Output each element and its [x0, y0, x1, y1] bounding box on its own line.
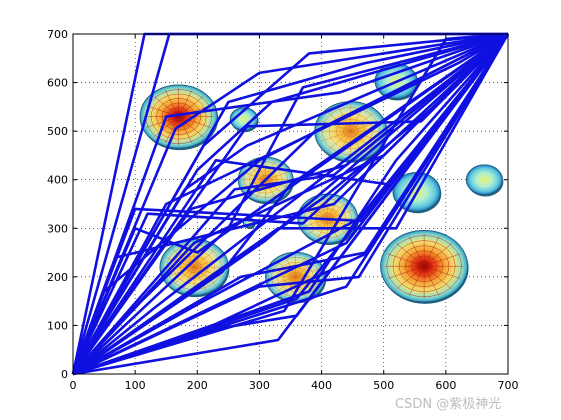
mesh-spoke — [165, 90, 179, 117]
y-tick-label: 100 — [47, 319, 68, 332]
mesh-spoke — [350, 112, 374, 132]
mesh-spoke — [295, 256, 306, 277]
x-tick-label: 500 — [373, 379, 394, 392]
x-tick-label: 100 — [125, 379, 146, 392]
mesh-spoke — [308, 218, 328, 235]
mesh-spoke — [423, 265, 452, 290]
mesh-spoke — [193, 267, 207, 291]
mesh-spoke — [265, 179, 284, 195]
path-line — [71, 32, 509, 375]
mesh-spoke — [242, 179, 266, 188]
axis-ticks: 0 100 200 300 400 500 600 700 0 100 200 300 400 500 60… — [47, 28, 519, 392]
path-line — [72, 33, 509, 376]
mesh-spoke — [194, 249, 217, 268]
mesh-spoke — [320, 130, 351, 142]
path-line — [71, 32, 509, 375]
obstacle — [380, 230, 469, 304]
mesh-spoke — [178, 116, 211, 128]
y-tick-label: 300 — [47, 222, 68, 235]
y-tick-label: 700 — [47, 28, 68, 41]
path-line — [71, 32, 509, 375]
x-tick-label: 200 — [187, 379, 208, 392]
mesh-spoke — [284, 276, 296, 298]
mesh-spoke — [423, 266, 440, 296]
mesh-spoke — [178, 90, 193, 117]
mesh-spoke — [396, 265, 425, 290]
x-tick-label: 600 — [435, 379, 456, 392]
plot-frame — [72, 33, 509, 375]
mesh-spoke — [146, 116, 179, 128]
mesh-spoke — [423, 243, 452, 267]
path-line — [72, 33, 510, 376]
mesh-spoke — [408, 236, 425, 267]
path-line — [71, 32, 509, 375]
mesh-spoke — [327, 202, 347, 219]
x-tick-label: 400 — [311, 379, 332, 392]
obstacle — [465, 164, 504, 197]
mesh-spoke — [387, 253, 425, 267]
mesh-spoke — [242, 171, 266, 180]
mesh-spoke — [153, 96, 179, 117]
mesh-spoke — [178, 116, 204, 137]
mesh-spoke — [182, 267, 195, 291]
mesh-spoke — [153, 116, 179, 137]
mesh-spoke — [265, 179, 276, 199]
mesh-spoke — [178, 116, 193, 143]
mesh-spoke — [165, 116, 179, 143]
x-tick-label: 700 — [498, 379, 519, 392]
obstacle-layer — [139, 63, 504, 304]
y-tick-label: 400 — [47, 174, 68, 187]
mesh-spoke — [408, 266, 425, 296]
path-line — [71, 32, 509, 375]
mesh-spoke — [423, 236, 440, 267]
y-tick-label: 600 — [47, 77, 68, 90]
path-line — [72, 32, 509, 376]
x-tick-label: 300 — [249, 379, 270, 392]
mesh-spoke — [194, 266, 217, 286]
path-line — [72, 33, 510, 376]
path-line — [71, 33, 510, 375]
obstacle-surface — [465, 164, 503, 195]
mesh-spoke — [256, 160, 266, 180]
x-tick-label: 0 — [70, 379, 77, 392]
mesh-spoke — [265, 171, 289, 180]
y-tick-label: 500 — [47, 125, 68, 138]
mesh-spoke — [327, 218, 347, 235]
mesh-spoke — [424, 253, 461, 267]
mesh-spoke — [387, 265, 425, 279]
y-tick-label: 0 — [61, 368, 68, 381]
mesh-spoke — [327, 130, 351, 151]
mesh-spoke — [396, 243, 425, 267]
watermark-text: CSDN @紫极神光 — [395, 397, 502, 412]
mesh-spoke — [172, 266, 195, 286]
y-tick-label: 200 — [47, 271, 68, 284]
mesh-spoke — [320, 120, 351, 132]
mesh-spoke — [424, 265, 461, 279]
path-line — [72, 33, 510, 376]
